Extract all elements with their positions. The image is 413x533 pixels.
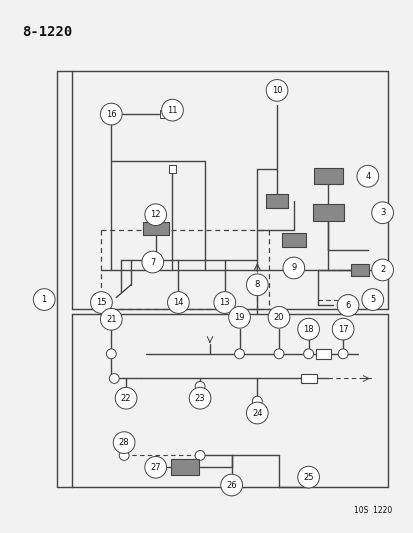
Circle shape xyxy=(220,474,242,496)
Circle shape xyxy=(297,466,319,488)
Circle shape xyxy=(33,289,55,310)
Bar xyxy=(168,165,176,173)
Text: 6: 6 xyxy=(344,301,350,310)
Circle shape xyxy=(161,99,183,121)
Circle shape xyxy=(356,165,378,187)
Circle shape xyxy=(115,387,137,409)
Circle shape xyxy=(266,79,287,101)
Circle shape xyxy=(297,318,319,340)
Text: 28: 28 xyxy=(119,438,129,447)
Bar xyxy=(313,168,342,184)
Circle shape xyxy=(282,257,304,279)
Circle shape xyxy=(100,103,122,125)
Text: 14: 14 xyxy=(173,298,183,307)
Circle shape xyxy=(142,251,163,273)
Text: 5: 5 xyxy=(369,295,375,304)
Bar xyxy=(171,459,199,475)
Text: 7: 7 xyxy=(150,257,155,266)
Circle shape xyxy=(106,349,116,359)
Circle shape xyxy=(145,204,166,225)
Circle shape xyxy=(195,382,204,391)
Text: 18: 18 xyxy=(303,325,313,334)
Bar xyxy=(281,233,305,247)
Circle shape xyxy=(246,402,268,424)
Text: 8-1220: 8-1220 xyxy=(22,25,73,39)
Bar xyxy=(350,264,368,276)
Circle shape xyxy=(371,202,392,223)
Circle shape xyxy=(167,292,189,313)
Circle shape xyxy=(337,349,347,359)
Bar xyxy=(300,374,316,383)
Text: 23: 23 xyxy=(194,394,205,403)
Text: 25: 25 xyxy=(303,473,313,482)
Text: 20: 20 xyxy=(273,313,284,322)
Circle shape xyxy=(119,450,129,461)
Text: 21: 21 xyxy=(106,315,116,324)
Text: 27: 27 xyxy=(150,463,161,472)
Text: 4: 4 xyxy=(364,172,370,181)
Circle shape xyxy=(252,396,261,406)
Bar xyxy=(159,110,167,118)
Text: 24: 24 xyxy=(252,408,262,417)
Circle shape xyxy=(371,259,392,281)
Bar xyxy=(266,194,287,208)
Circle shape xyxy=(145,456,166,478)
Circle shape xyxy=(195,450,204,461)
Circle shape xyxy=(100,309,122,330)
Circle shape xyxy=(342,295,352,304)
Bar xyxy=(312,204,343,221)
Circle shape xyxy=(246,274,268,296)
Text: 10: 10 xyxy=(271,86,282,95)
Bar xyxy=(315,349,330,359)
Text: 16: 16 xyxy=(106,110,116,118)
Circle shape xyxy=(273,349,283,359)
Text: 12: 12 xyxy=(150,210,161,219)
Circle shape xyxy=(234,349,244,359)
Text: 26: 26 xyxy=(226,481,236,489)
Circle shape xyxy=(332,318,353,340)
Text: 8: 8 xyxy=(254,280,259,289)
Text: 11: 11 xyxy=(167,106,177,115)
Text: 15: 15 xyxy=(96,298,107,307)
Text: 1: 1 xyxy=(41,295,47,304)
Circle shape xyxy=(303,349,313,359)
Circle shape xyxy=(90,292,112,313)
Text: 3: 3 xyxy=(379,208,385,217)
Circle shape xyxy=(214,292,235,313)
Circle shape xyxy=(361,289,383,310)
Text: 17: 17 xyxy=(337,325,348,334)
Circle shape xyxy=(113,432,135,454)
Text: 10S  1220: 10S 1220 xyxy=(354,506,392,515)
Circle shape xyxy=(268,306,289,328)
Circle shape xyxy=(337,295,358,316)
Text: 9: 9 xyxy=(290,263,296,272)
Circle shape xyxy=(228,306,250,328)
Text: 13: 13 xyxy=(219,298,230,307)
Circle shape xyxy=(189,387,211,409)
Bar xyxy=(142,222,168,236)
Text: 19: 19 xyxy=(234,313,244,322)
Text: 2: 2 xyxy=(379,265,385,274)
Text: 22: 22 xyxy=(121,394,131,403)
Circle shape xyxy=(109,374,119,383)
